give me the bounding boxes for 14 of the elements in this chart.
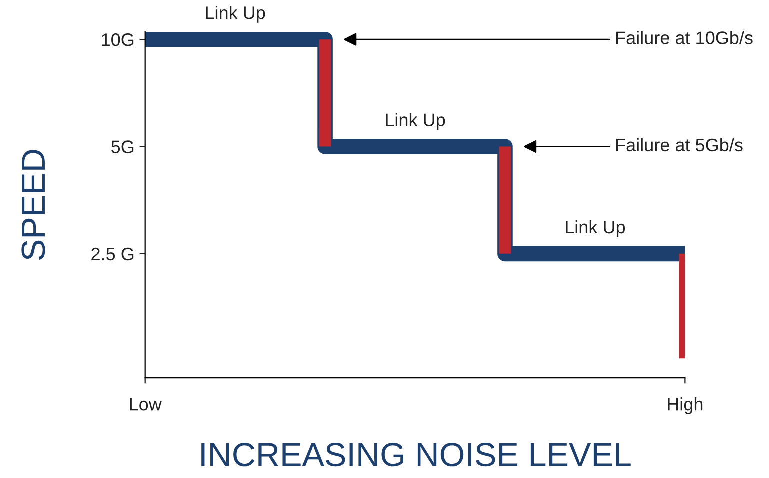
bar bbox=[499, 146, 512, 254]
y-tick-label: 10G bbox=[102, 34, 134, 46]
text: Link Up bbox=[206, 6, 266, 23]
annotation: Failure at 5Gb/s bbox=[616, 138, 743, 152]
x-tick-label: High bbox=[668, 398, 703, 414]
x-axis-title: INCREASING NOISE LEVEL bbox=[202, 443, 631, 467]
annotation: Link Up bbox=[566, 220, 626, 238]
annotation: Link Up bbox=[386, 113, 446, 130]
y-tick-label: 5G bbox=[112, 140, 134, 154]
x-tick-label: Low bbox=[130, 398, 162, 411]
bar bbox=[319, 40, 332, 147]
y-tick-label: 2.5 G bbox=[92, 248, 134, 261]
y-axis-title: SPEED bbox=[22, 150, 46, 260]
annotation: Failure at 10Gb/s bbox=[616, 31, 753, 44]
